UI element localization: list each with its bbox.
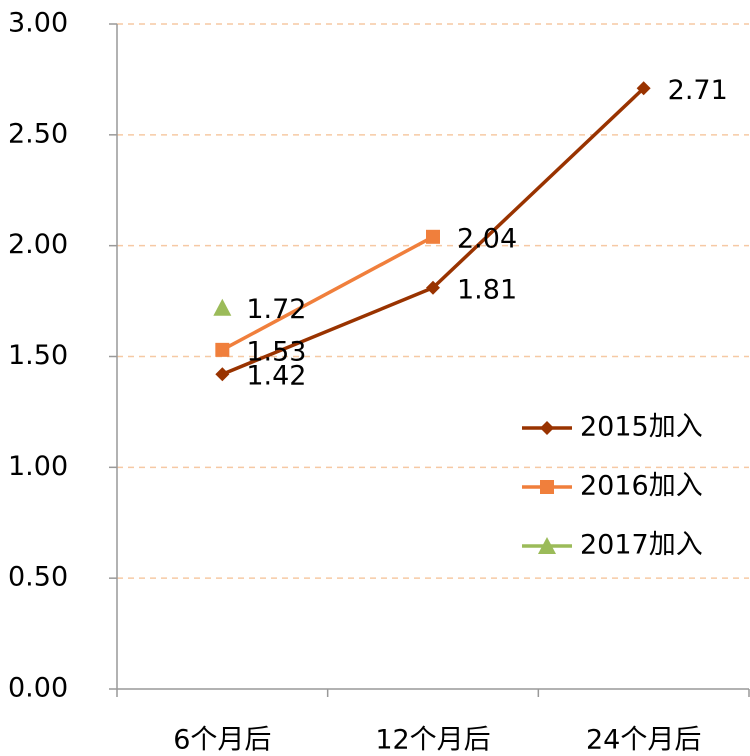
data-label: 1.42 xyxy=(246,361,306,392)
y-tick-label: 3.00 xyxy=(8,8,68,39)
marker xyxy=(538,537,556,554)
y-tick-label: 2.50 xyxy=(8,118,68,149)
x-tick-label: 12个月后 xyxy=(375,725,490,756)
marker xyxy=(540,480,554,494)
y-tick-label: 1.50 xyxy=(8,340,68,371)
y-tick-label: 0.50 xyxy=(8,562,68,593)
marker xyxy=(426,229,440,244)
series-line xyxy=(221,235,434,352)
data-label: 1.81 xyxy=(457,274,517,305)
y-tick-label: 0.00 xyxy=(8,673,68,704)
y-tick-label: 2.00 xyxy=(8,229,68,260)
x-tick-label: 6个月后 xyxy=(173,725,271,756)
data-label: 1.53 xyxy=(246,336,306,367)
marker xyxy=(426,280,440,295)
data-label: 1.72 xyxy=(246,294,306,325)
marker xyxy=(540,421,554,435)
legend-label: 2016加入 xyxy=(580,471,703,502)
marker xyxy=(215,367,230,382)
y-tick-label: 1.00 xyxy=(8,451,68,482)
data-label: 2.71 xyxy=(668,75,728,106)
x-tick-label: 24个月后 xyxy=(586,725,701,756)
marker xyxy=(215,342,230,357)
data-label: 2.04 xyxy=(457,223,517,254)
legend-label: 2015加入 xyxy=(580,412,703,443)
marker xyxy=(636,81,651,96)
marker xyxy=(213,298,232,316)
legend-label: 2017加入 xyxy=(580,530,703,561)
